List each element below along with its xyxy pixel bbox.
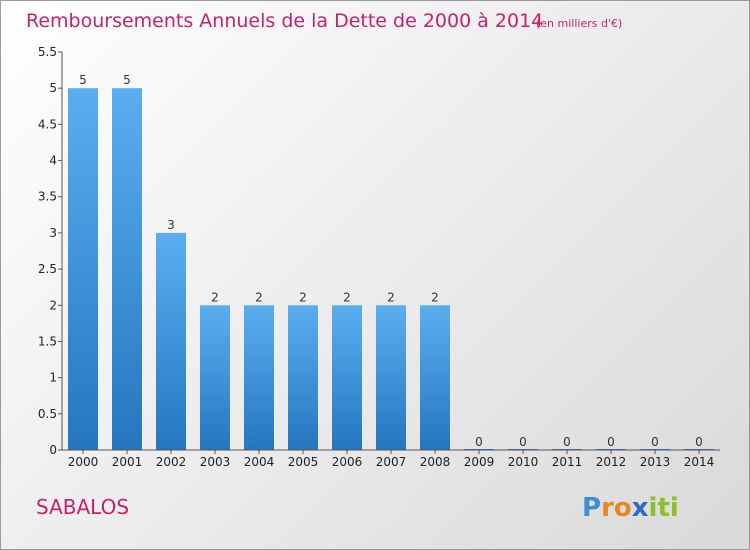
x-tick-label: 2003 [200, 455, 231, 469]
x-tick-label: 2014 [684, 455, 715, 469]
bar [112, 88, 142, 450]
y-tick-label: 3.5 [38, 190, 57, 204]
y-tick-label: 3 [49, 226, 57, 240]
y-tick-label: 5 [49, 81, 57, 95]
chart-subtitle: (en milliers d'€) [536, 17, 622, 30]
x-tick-label: 2008 [420, 455, 451, 469]
value-label: 2 [299, 290, 307, 304]
value-label: 3 [167, 218, 175, 232]
y-tick-label: 0 [49, 443, 57, 457]
value-label: 2 [211, 290, 219, 304]
x-tick-label: 2005 [288, 455, 319, 469]
y-tick-label: 0.5 [38, 407, 57, 421]
value-label: 2 [255, 290, 263, 304]
value-label: 0 [651, 435, 659, 449]
value-label: 5 [79, 73, 87, 87]
x-tick-label: 2007 [376, 455, 407, 469]
logo-letter: i [649, 493, 658, 523]
value-label: 2 [387, 290, 395, 304]
x-tick-label: 2011 [552, 455, 583, 469]
y-axis: 0 0.5 1 1.5 2 2.5 3 3.5 4 4.5 5 5.5 [38, 45, 63, 457]
x-tick-label: 2002 [156, 455, 187, 469]
commune-name: SABALOS [36, 495, 129, 519]
bars: 5 5 3 2 2 2 2 2 2 0 0 0 0 0 0 [68, 73, 714, 450]
x-tick-label: 2001 [112, 455, 143, 469]
y-tick-label: 1 [49, 371, 57, 385]
logo-letter: x [632, 493, 649, 523]
logo-letter: r [601, 493, 614, 523]
logo-letter: P [582, 493, 601, 523]
bar [332, 305, 362, 450]
x-tick-label: 2012 [596, 455, 627, 469]
proxiti-logo: Proxiti [582, 493, 679, 523]
value-label: 0 [563, 435, 571, 449]
y-tick-label: 2 [49, 298, 57, 312]
x-tick-label: 2006 [332, 455, 363, 469]
bar [244, 305, 274, 450]
logo-letter: i [670, 493, 679, 523]
chart-title: Remboursements Annuels de la Dette de 20… [26, 10, 543, 32]
bar [156, 232, 186, 450]
bar [200, 305, 230, 450]
bar [288, 305, 318, 450]
x-tick-label: 2000 [68, 455, 99, 469]
y-tick-label: 5.5 [38, 45, 57, 59]
value-label: 0 [607, 435, 615, 449]
y-tick-label: 4.5 [38, 117, 57, 131]
x-tick-label: 2009 [464, 455, 495, 469]
value-label: 0 [695, 435, 703, 449]
logo-letter: o [614, 493, 632, 523]
bar [376, 305, 406, 450]
y-tick-label: 1.5 [38, 334, 57, 348]
bar [68, 88, 98, 450]
x-tick-label: 2010 [508, 455, 539, 469]
x-axis: 2000 2001 2002 2003 2004 2005 2006 2007 2008 2009… [62, 449, 720, 469]
value-label: 2 [343, 290, 351, 304]
x-tick-label: 2004 [244, 455, 275, 469]
value-label: 0 [519, 435, 527, 449]
value-label: 5 [123, 73, 131, 87]
x-tick-label: 2013 [640, 455, 671, 469]
logo-letter: t [657, 493, 669, 523]
bar [420, 305, 450, 450]
y-tick-label: 4 [49, 154, 57, 168]
value-label: 0 [475, 435, 483, 449]
value-label: 2 [431, 290, 439, 304]
y-tick-label: 2.5 [38, 262, 57, 276]
